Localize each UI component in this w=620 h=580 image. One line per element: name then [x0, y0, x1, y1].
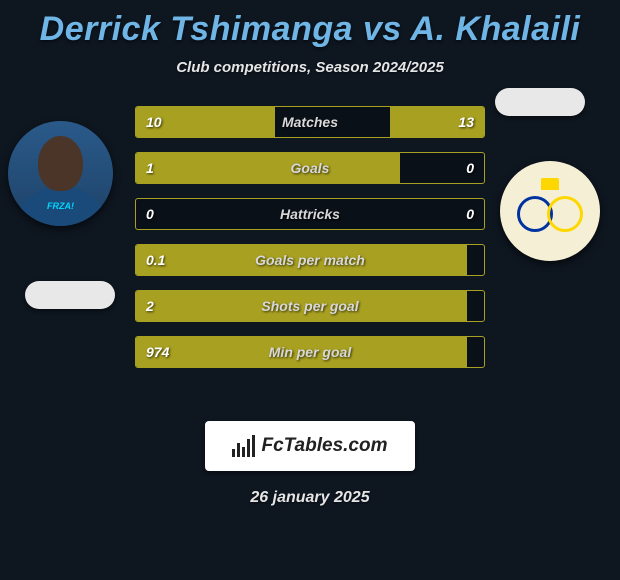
avatar-head	[38, 136, 83, 191]
chart-icon-bar	[247, 439, 250, 457]
comparison-bars: Matches1013Goals10Hattricks00Goals per m…	[135, 106, 485, 382]
chart-icon-bar	[232, 449, 235, 457]
stat-label: Matches	[136, 107, 484, 137]
page-subtitle: Club competitions, Season 2024/2025	[0, 59, 620, 76]
comparison-area: FRZA! Matches1013Goals10Hattricks00Goals…	[0, 106, 620, 406]
stat-value-left: 10	[146, 107, 162, 137]
stat-label: Min per goal	[136, 337, 484, 367]
stat-value-left: 0	[146, 199, 154, 229]
stat-value-right: 13	[458, 107, 474, 137]
stat-value-left: 1	[146, 153, 154, 183]
stat-value-left: 974	[146, 337, 169, 367]
stat-value-right: 0	[466, 153, 474, 183]
stat-row: Goals per match0.1	[135, 244, 485, 276]
stat-label: Shots per goal	[136, 291, 484, 321]
player-right-club-badge	[500, 161, 600, 261]
stat-value-left: 0.1	[146, 245, 165, 275]
footer-logo-text: FcTables.com	[261, 435, 387, 457]
shirt-sponsor-text: FRZA!	[47, 201, 74, 211]
crown-icon	[541, 178, 559, 190]
ring-yellow-icon	[547, 196, 583, 232]
player-left-avatar: FRZA!	[8, 121, 113, 226]
footer-logo[interactable]: FcTables.com	[205, 421, 415, 471]
page-title: Derrick Tshimanga vs A. Khalaili	[0, 0, 620, 49]
stat-row: Matches10 13	[135, 106, 485, 138]
stat-row: Hattricks0 0	[135, 198, 485, 230]
stat-row: Shots per goal2	[135, 290, 485, 322]
stat-row: Min per goal974	[135, 336, 485, 368]
footer-date: 26 january 2025	[0, 489, 620, 507]
avatar-placeholder: FRZA!	[8, 121, 113, 226]
stat-label: Hattricks	[136, 199, 484, 229]
chart-icon-bar	[252, 435, 255, 457]
stat-value-right: 0	[466, 199, 474, 229]
chart-icon	[232, 435, 255, 457]
stat-label: Goals per match	[136, 245, 484, 275]
stat-label: Goals	[136, 153, 484, 183]
chart-icon-bar	[242, 447, 245, 457]
club-badge-icon	[515, 186, 585, 236]
player-left-flag	[25, 281, 115, 309]
chart-icon-bar	[237, 443, 240, 457]
stat-value-left: 2	[146, 291, 154, 321]
player-right-flag	[495, 88, 585, 116]
stat-row: Goals1 0	[135, 152, 485, 184]
